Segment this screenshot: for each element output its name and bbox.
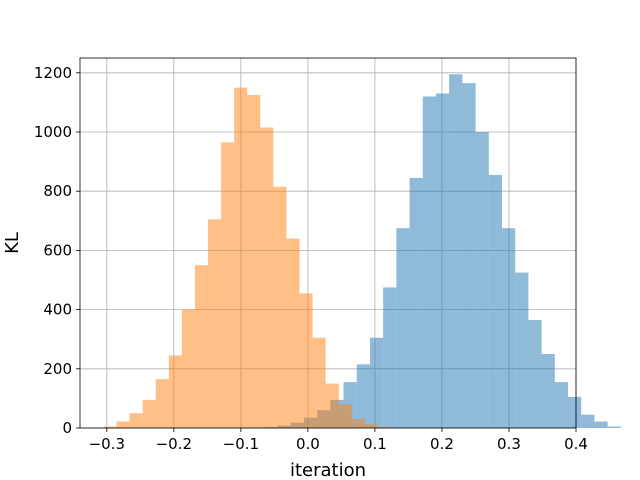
histogram-bar-series-1 bbox=[409, 177, 423, 428]
histogram-bar-series-2 bbox=[129, 413, 143, 428]
histogram-bar-series-2 bbox=[103, 426, 117, 428]
histogram-bar-series-1 bbox=[383, 287, 397, 428]
histogram-bar-series-2 bbox=[234, 87, 248, 428]
x-tick-label: 0.2 bbox=[430, 435, 454, 453]
histogram-bar-series-1 bbox=[528, 319, 542, 428]
x-tick-label: 0.4 bbox=[564, 435, 588, 453]
x-tick-label: −0.2 bbox=[156, 435, 192, 453]
x-tick-label: −0.3 bbox=[89, 435, 125, 453]
histogram-bar-series-2 bbox=[364, 424, 378, 428]
y-tick-label: 800 bbox=[43, 182, 72, 200]
histogram-bar-series-2 bbox=[286, 238, 300, 428]
histogram-bar-series-1 bbox=[568, 396, 582, 428]
histogram-bar-series-1 bbox=[607, 426, 621, 428]
y-tick-label: 200 bbox=[43, 360, 72, 378]
x-axis-ticks: −0.3 −0.2 −0.1 0.0 0.1 0.2 0.3 0.4 bbox=[89, 428, 588, 453]
histogram-bar-series-1 bbox=[462, 83, 476, 428]
histogram-bar-series-1 bbox=[369, 337, 384, 428]
x-tick-label: 0.3 bbox=[497, 435, 521, 453]
histogram-bar-series-1 bbox=[356, 364, 370, 428]
histogram-bar-series-2 bbox=[338, 404, 352, 428]
histogram-bar-series-1 bbox=[502, 228, 516, 428]
axes-frame bbox=[79, 57, 577, 429]
histogram-bar-series-2 bbox=[194, 265, 209, 428]
histogram-bar-series-2 bbox=[155, 379, 169, 428]
y-axis-ticks: 0 200 400 600 800 1000 1200 bbox=[34, 64, 80, 437]
y-tick-label: 600 bbox=[43, 241, 72, 259]
x-tick-label: 0.1 bbox=[363, 435, 387, 453]
histogram-bar-series-1 bbox=[422, 96, 436, 428]
histogram-bar-series-1 bbox=[488, 174, 503, 428]
histogram-bar-series-2 bbox=[221, 142, 235, 429]
histogram-bar-series-2 bbox=[142, 399, 156, 428]
histogram-bar-series-2 bbox=[312, 337, 326, 428]
histogram-bar-series-1 bbox=[554, 382, 569, 428]
y-tick-label: 1000 bbox=[34, 123, 72, 141]
y-tick-label: 400 bbox=[43, 301, 72, 319]
histogram-bar-series-2 bbox=[377, 427, 392, 428]
histogram-bar-series-2 bbox=[273, 186, 287, 428]
histogram-bar-series-2 bbox=[116, 421, 130, 428]
histogram-bar-series-1 bbox=[541, 354, 555, 428]
histogram-bar-series-1 bbox=[515, 272, 529, 428]
y-axis-label: KL bbox=[2, 232, 23, 254]
histogram-bar-series-1 bbox=[581, 414, 595, 428]
histogram-bar-series-2 bbox=[181, 309, 195, 428]
histogram-bar-series-2 bbox=[168, 355, 182, 428]
histogram-bar-series-2 bbox=[247, 95, 261, 428]
histogram-bar-series-1 bbox=[435, 93, 450, 429]
histogram-bar-series-1 bbox=[594, 421, 608, 428]
histogram-bar-series-2 bbox=[208, 219, 222, 428]
y-tick-label: 1200 bbox=[34, 64, 72, 82]
histogram-bar-series-1 bbox=[449, 74, 463, 428]
histogram-bar-series-2 bbox=[351, 419, 365, 428]
x-tick-label: 0.0 bbox=[296, 435, 320, 453]
histogram-bar-series-2 bbox=[325, 383, 339, 428]
x-axis-label: iteration bbox=[290, 460, 366, 480]
histogram-bar-series-2 bbox=[260, 127, 274, 428]
axes-spines bbox=[79, 57, 577, 429]
histogram-bar-series-2 bbox=[299, 293, 313, 428]
histogram-bar-series-1 bbox=[475, 132, 489, 428]
histogram-bars bbox=[103, 74, 621, 429]
x-tick-label: −0.1 bbox=[223, 435, 259, 453]
histogram-bar-series-1 bbox=[396, 228, 410, 428]
y-tick-label: 0 bbox=[62, 419, 72, 437]
